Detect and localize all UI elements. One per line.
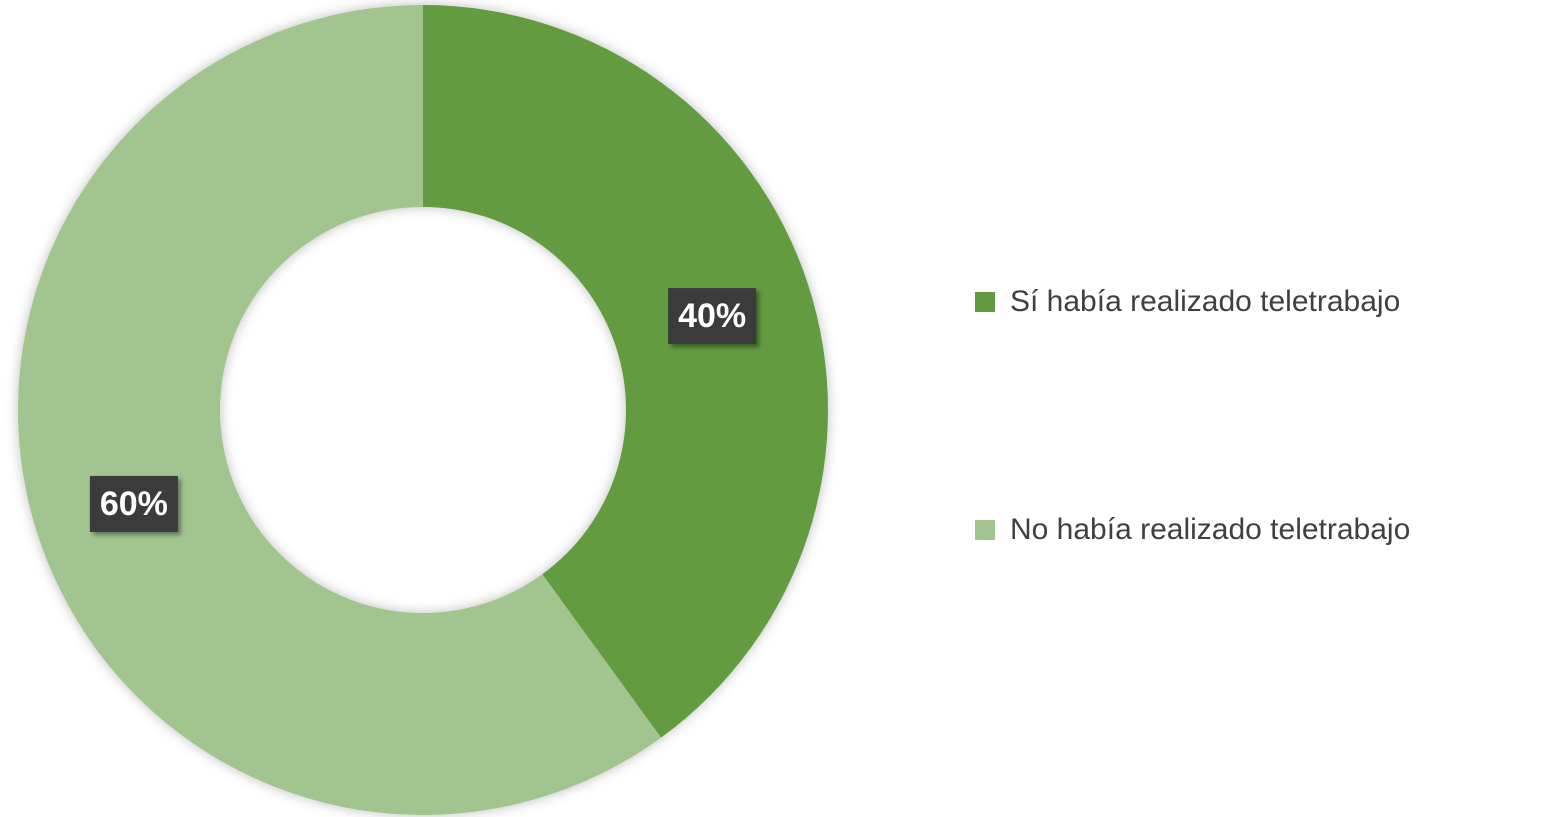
value-label: 60% bbox=[100, 485, 168, 523]
value-label: 40% bbox=[678, 297, 746, 335]
value-label-box bbox=[89, 475, 178, 532]
donut-slice bbox=[18, 5, 662, 815]
donut bbox=[18, 5, 829, 815]
value-label-box bbox=[668, 288, 757, 345]
legend-swatch bbox=[975, 520, 995, 540]
legend-swatch bbox=[975, 292, 995, 312]
legend-label: Sí había realizado teletrabajo bbox=[1010, 285, 1400, 318]
donut-slice bbox=[423, 5, 829, 738]
legend-label: No había realizado teletrabajo bbox=[1010, 513, 1410, 546]
